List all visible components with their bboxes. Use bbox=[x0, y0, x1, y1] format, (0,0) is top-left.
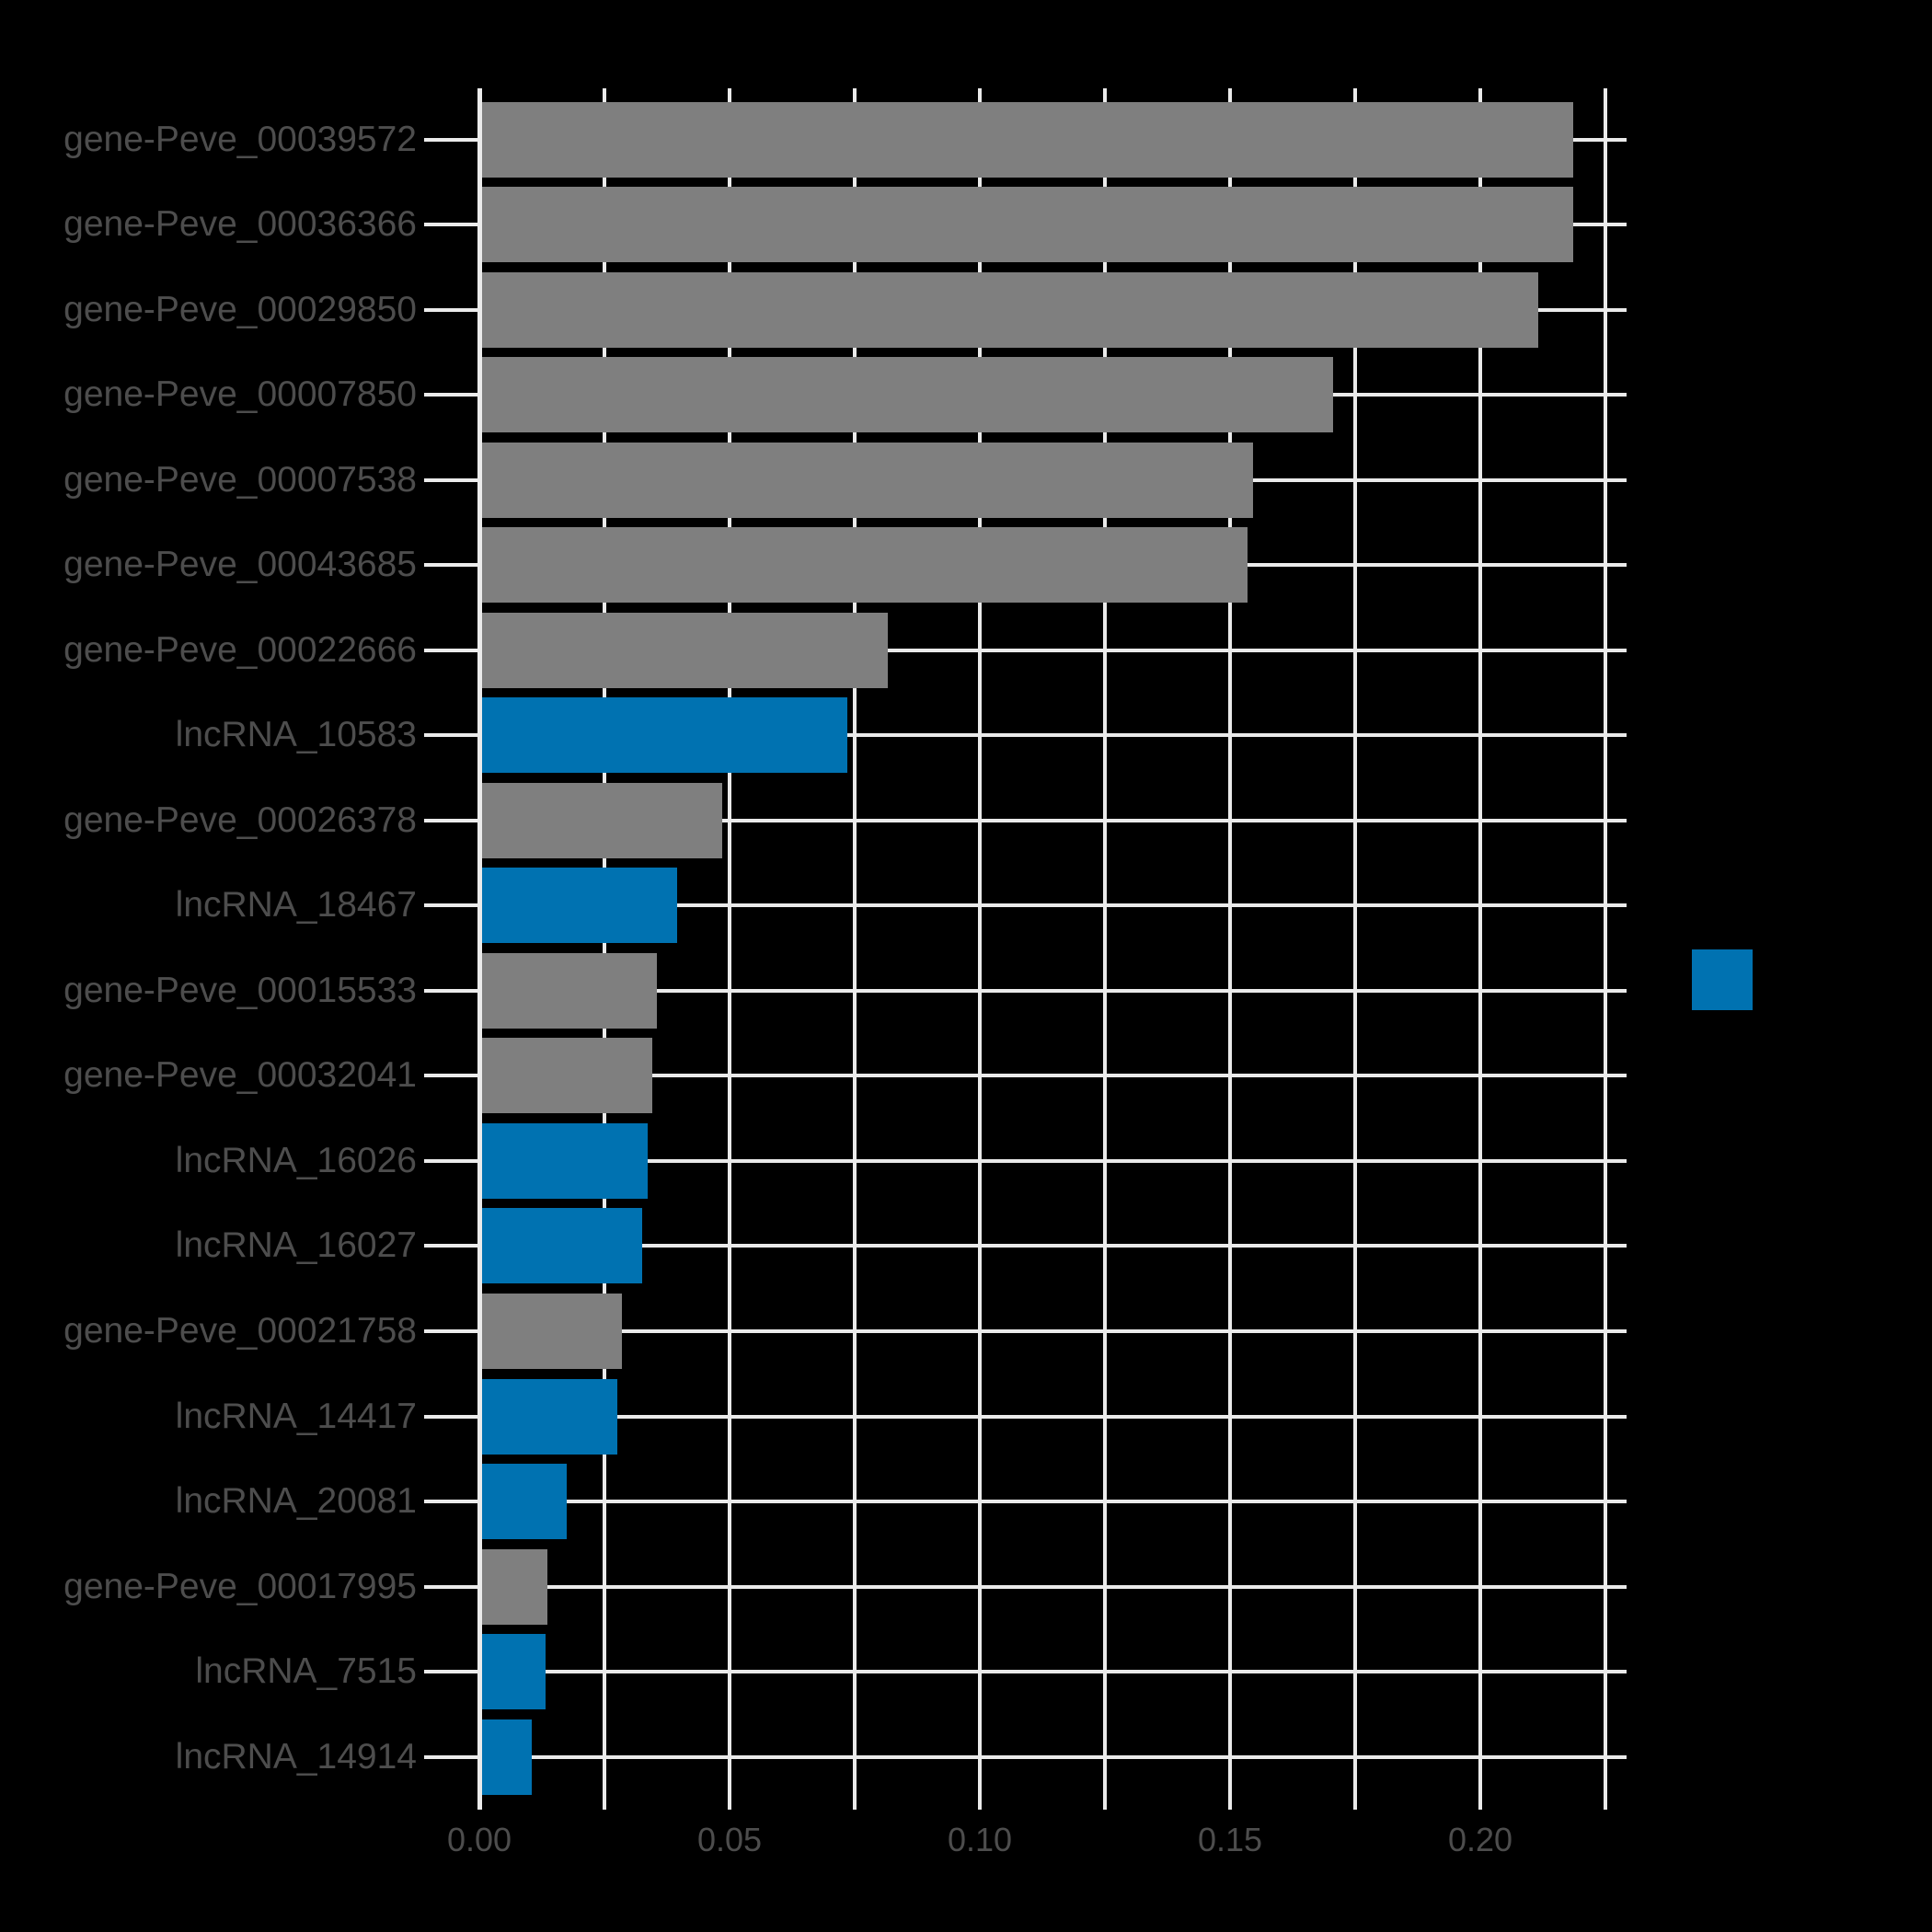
y-tick-label: gene-Peve_00036366 bbox=[63, 204, 417, 245]
x-gridline bbox=[1228, 88, 1232, 1810]
y-gridline bbox=[479, 1670, 1627, 1674]
x-gridline bbox=[1478, 88, 1482, 1810]
bar-gene-Peve_00026378 bbox=[482, 782, 723, 858]
y-tick-label: gene-Peve_00043685 bbox=[63, 545, 417, 585]
y-tick bbox=[424, 1500, 477, 1504]
bar-gene-Peve_00017995 bbox=[482, 1548, 547, 1625]
y-tick bbox=[424, 563, 477, 568]
x-gridline bbox=[978, 88, 982, 1810]
bar-lncRNA_20081 bbox=[482, 1464, 568, 1540]
y-gridline bbox=[479, 1244, 1627, 1248]
bar-lncRNA_10583 bbox=[482, 697, 848, 774]
y-tick bbox=[424, 1074, 477, 1078]
x-tick-label: 0.05 bbox=[696, 1821, 763, 1858]
bar-gene-Peve_00039572 bbox=[482, 101, 1573, 178]
bar-lncRNA_14914 bbox=[482, 1719, 533, 1795]
y-gridline bbox=[479, 733, 1627, 738]
y-tick bbox=[424, 988, 477, 993]
y-tick-label: lncRNA_14417 bbox=[175, 1396, 417, 1436]
legend-swatch bbox=[1692, 949, 1753, 1010]
y-tick-label: gene-Peve_00029850 bbox=[63, 289, 417, 329]
bar-lncRNA_16027 bbox=[482, 1208, 643, 1284]
y-gridline bbox=[479, 1328, 1627, 1333]
y-gridline bbox=[479, 1414, 1627, 1419]
x-tick-label: 0.00 bbox=[446, 1821, 512, 1858]
y-tick bbox=[424, 1158, 477, 1163]
bar-gene-Peve_00007850 bbox=[482, 357, 1333, 433]
y-gridline bbox=[479, 903, 1627, 908]
x-gridline bbox=[1353, 88, 1357, 1810]
bar-gene-Peve_00015533 bbox=[482, 952, 658, 1029]
y-tick-label: gene-Peve_00032041 bbox=[63, 1055, 417, 1096]
x-tick-label: 0.20 bbox=[1447, 1821, 1513, 1858]
y-gridline bbox=[479, 1500, 1627, 1504]
y-tick bbox=[424, 903, 477, 908]
y-tick-label: gene-Peve_00007538 bbox=[63, 459, 417, 500]
y-tick-label: gene-Peve_00039572 bbox=[63, 119, 417, 159]
y-gridline bbox=[479, 1754, 1627, 1759]
y-gridline bbox=[479, 988, 1627, 993]
bar-gene-Peve_00007538 bbox=[482, 442, 1253, 518]
x-gridline bbox=[603, 88, 606, 1810]
x-gridline bbox=[1103, 88, 1107, 1810]
bar-lncRNA_14417 bbox=[482, 1378, 617, 1455]
x-gridline bbox=[728, 88, 731, 1810]
x-gridline bbox=[853, 88, 857, 1810]
y-tick-label: gene-Peve_00015533 bbox=[63, 970, 417, 1010]
y-tick bbox=[424, 223, 477, 227]
bar-gene-Peve_00032041 bbox=[482, 1038, 652, 1114]
y-tick bbox=[424, 137, 477, 142]
y-tick-label: lncRNA_10583 bbox=[175, 715, 417, 755]
y-tick bbox=[424, 1584, 477, 1589]
bar-gene-Peve_00029850 bbox=[482, 271, 1538, 348]
bar-gene-Peve_00022666 bbox=[482, 612, 888, 688]
y-tick bbox=[424, 1328, 477, 1333]
y-tick-label: gene-Peve_00007850 bbox=[63, 374, 417, 415]
y-gridline bbox=[479, 1074, 1627, 1078]
y-tick bbox=[424, 477, 477, 482]
y-tick bbox=[424, 818, 477, 822]
bar-gene-Peve_00043685 bbox=[482, 527, 1248, 604]
bar-gene-Peve_00021758 bbox=[482, 1293, 623, 1369]
y-tick-label: lncRNA_16026 bbox=[175, 1140, 417, 1180]
y-tick-label: lncRNA_14914 bbox=[175, 1736, 417, 1777]
y-tick bbox=[424, 393, 477, 397]
y-tick bbox=[424, 648, 477, 652]
y-tick-label: gene-Peve_00022666 bbox=[63, 629, 417, 670]
x-tick-label: 0.10 bbox=[947, 1821, 1013, 1858]
x-tick-label: 0.15 bbox=[1197, 1821, 1263, 1858]
plot-area bbox=[479, 88, 1627, 1810]
y-tick-label: lncRNA_16027 bbox=[175, 1225, 417, 1266]
y-tick bbox=[424, 307, 477, 312]
y-tick-label: lncRNA_7515 bbox=[195, 1651, 417, 1692]
y-tick-label: lncRNA_18467 bbox=[175, 885, 417, 926]
y-gridline bbox=[479, 648, 1627, 652]
y-tick bbox=[424, 1754, 477, 1759]
bar-lncRNA_16026 bbox=[482, 1122, 648, 1199]
bar-gene-Peve_00036366 bbox=[482, 187, 1573, 263]
x-gridline bbox=[1604, 88, 1607, 1810]
y-tick bbox=[424, 1244, 477, 1248]
y-tick bbox=[424, 1414, 477, 1419]
y-tick bbox=[424, 1670, 477, 1674]
y-tick-label: gene-Peve_00017995 bbox=[63, 1566, 417, 1606]
y-tick-label: gene-Peve_00026378 bbox=[63, 799, 417, 840]
bar-lncRNA_18467 bbox=[482, 868, 678, 944]
y-tick-label: lncRNA_20081 bbox=[175, 1481, 417, 1522]
y-tick bbox=[424, 733, 477, 738]
y-tick-label: gene-Peve_00021758 bbox=[63, 1310, 417, 1351]
y-gridline bbox=[479, 1584, 1627, 1589]
y-gridline bbox=[479, 818, 1627, 822]
y-axis-spine bbox=[477, 88, 482, 1810]
y-gridline bbox=[479, 1158, 1627, 1163]
bar-lncRNA_7515 bbox=[482, 1634, 546, 1710]
